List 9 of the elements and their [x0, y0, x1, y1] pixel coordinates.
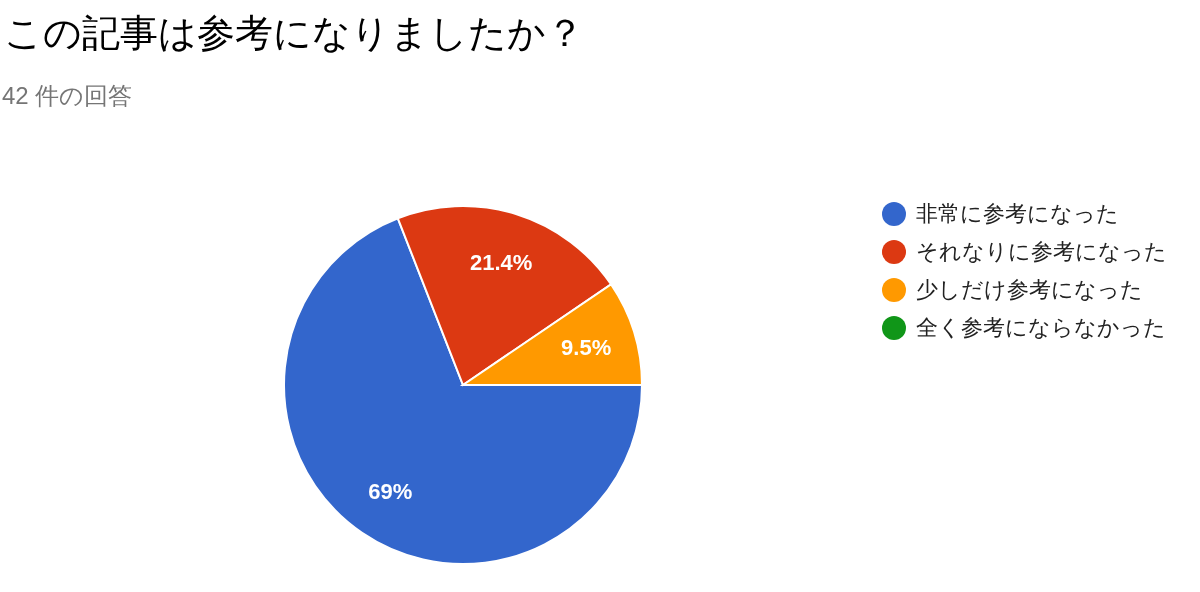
text: 42 件の回答: [2, 81, 133, 111]
legend-label: 全く参考にならなかった: [916, 314, 1166, 342]
legend-label: 少しだけ参考になった: [916, 276, 1143, 304]
data-label: 21.4%: [469, 249, 533, 275]
chart-title: この記事は参考になりましたか？: [4, 11, 584, 56]
data-label: 9.5%: [561, 335, 612, 361]
legend-label: それなりに参考になった: [916, 238, 1167, 266]
data-label: 69%: [368, 479, 413, 505]
legend-label: 非常に参考になった: [916, 200, 1119, 228]
